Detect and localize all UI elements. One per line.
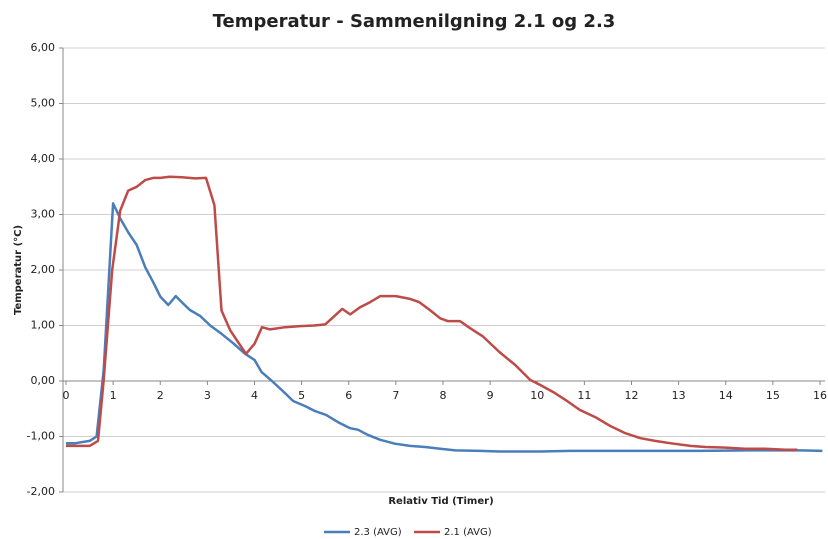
- x-tick-label: 10: [530, 389, 544, 402]
- x-tick-label: 0: [63, 389, 70, 402]
- x-tick-label: 9: [487, 389, 494, 402]
- x-tick-label: 8: [440, 389, 447, 402]
- x-axis-title: Relativ Tid (Timer): [388, 496, 493, 507]
- series-line: [66, 175, 798, 452]
- x-tick-label: 2: [157, 389, 164, 402]
- legend-label: 2.1 (AVG): [444, 527, 492, 538]
- y-tick-label: 3,00: [31, 208, 56, 221]
- y-axis-title: Temperatur (°C): [13, 225, 24, 315]
- x-tick-label: 6: [345, 389, 352, 402]
- x-tick-label: 4: [251, 389, 258, 402]
- x-tick-label: 14: [719, 389, 733, 402]
- x-tick-label: 11: [577, 389, 591, 402]
- y-tick-label: -2,00: [27, 485, 55, 498]
- y-tick-label: -1,00: [27, 430, 55, 443]
- y-tick-label: 4,00: [31, 152, 56, 165]
- x-tick-label: 7: [392, 389, 399, 402]
- series-line: [66, 202, 823, 453]
- x-tick-label: 12: [625, 389, 639, 402]
- chart-title: Temperatur - Sammenilgning 2.1 og 2.3: [213, 11, 616, 32]
- legend-label: 2.3 (AVG): [354, 527, 402, 538]
- y-tick-label: 2,00: [31, 263, 56, 276]
- x-tick-label: 15: [766, 389, 780, 402]
- x-tick-label: 1: [110, 389, 117, 402]
- y-tick-label: 0,00: [31, 374, 56, 387]
- y-tick-label: 5,00: [31, 97, 56, 110]
- y-tick-label: 6,00: [31, 41, 56, 54]
- x-tick-label: 13: [672, 389, 686, 402]
- x-tick-label: 5: [298, 389, 305, 402]
- y-tick-label: 1,00: [31, 319, 56, 332]
- x-tick-label: 3: [204, 389, 211, 402]
- x-tick-label: 16: [813, 389, 827, 402]
